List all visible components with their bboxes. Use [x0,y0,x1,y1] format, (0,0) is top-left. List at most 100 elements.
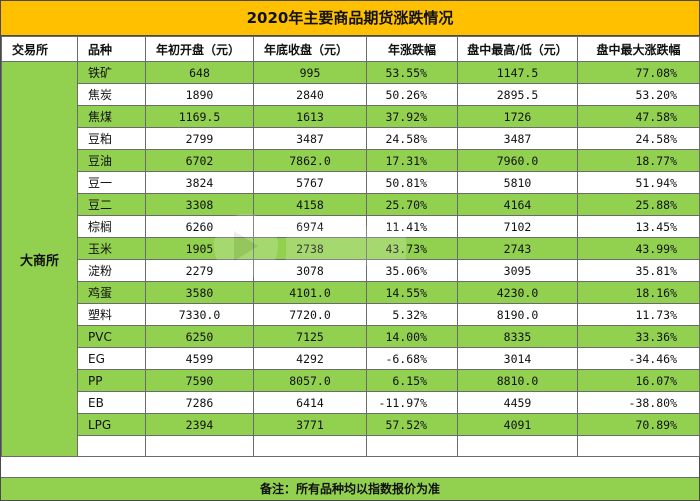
product-cell: 豆一 [77,171,146,194]
product-cell: 淀粉 [77,259,146,282]
close-price-cell: 6974 [253,215,367,238]
intraday-extreme-cell: 4230.0 [457,281,578,304]
table-row: 豆二 3308 4158 25.70% 4164 25.88% [2,193,700,216]
table-row: PP 7590 8057.0 6.15% 8810.0 16.07% [2,369,700,392]
product-cell: 塑料 [77,303,146,326]
blank-cell [77,435,146,457]
blank-cell [145,435,254,457]
annual-change-cell: 57.52% [366,413,458,436]
product-cell: 豆油 [77,149,146,172]
close-price-cell: 4101.0 [253,281,367,304]
open-price-cell: 1905 [145,237,254,260]
annual-change-cell: 53.55% [366,61,458,84]
product-cell: 鸡蛋 [77,281,146,304]
blank-cell [577,435,700,457]
max-change-cell: 47.58% [577,105,700,128]
close-price-cell: 5767 [253,171,367,194]
blank-row [2,435,700,457]
open-price-cell: 3824 [145,171,254,194]
open-price-cell: 7590 [145,369,254,392]
max-change-cell: 77.08% [577,61,700,84]
close-price-cell: 2738 [253,237,367,260]
open-price-cell: 1890 [145,83,254,106]
max-change-cell: 51.94% [577,171,700,194]
open-price-cell: 1169.5 [145,105,254,128]
intraday-extreme-cell: 4459 [457,391,578,414]
annual-change-cell: 50.26% [366,83,458,106]
close-price-cell: 6414 [253,391,367,414]
max-change-cell: 16.07% [577,369,700,392]
blank-cell [457,435,578,457]
table-row: 焦炭 1890 2840 50.26% 2895.5 53.20% [2,83,700,106]
header-extreme: 盘中最高/低（元） [457,36,578,62]
max-change-cell: 11.73% [577,303,700,326]
annual-change-cell: 24.58% [366,127,458,150]
close-price-cell: 7862.0 [253,149,367,172]
annual-change-cell: 37.92% [366,105,458,128]
close-price-cell: 3487 [253,127,367,150]
close-price-cell: 4158 [253,193,367,216]
close-price-cell: 8057.0 [253,369,367,392]
close-price-cell: 1613 [253,105,367,128]
table-row: EB 7286 6414 -11.97% 4459 -38.80% [2,391,700,414]
annual-change-cell: 43.73% [366,237,458,260]
intraday-extreme-cell: 4091 [457,413,578,436]
table-row: LPG 2394 3771 57.52% 4091 70.89% [2,413,700,436]
table-row: 鸡蛋 3580 4101.0 14.55% 4230.0 18.16% [2,281,700,304]
intraday-extreme-cell: 2743 [457,237,578,260]
max-change-cell: 33.36% [577,325,700,348]
product-cell: 棕榈 [77,215,146,238]
product-cell: 焦炭 [77,83,146,106]
annual-change-cell: 6.15% [366,369,458,392]
intraday-extreme-cell: 3095 [457,259,578,282]
max-change-cell: 18.16% [577,281,700,304]
intraday-extreme-cell: 3014 [457,347,578,370]
max-change-cell: 18.77% [577,149,700,172]
blank-cell [366,435,458,457]
open-price-cell: 6702 [145,149,254,172]
table-row: 玉米 1905 2738 43.73% 2743 43.99% [2,237,700,260]
product-cell: PVC [77,325,146,348]
max-change-cell: 53.20% [577,83,700,106]
blank-cell [253,435,367,457]
header-change: 年涨跌幅 [366,36,458,62]
intraday-extreme-cell: 8335 [457,325,578,348]
table-row: 焦煤 1169.5 1613 37.92% 1726 47.58% [2,105,700,128]
table-row: 豆油 6702 7862.0 17.31% 7960.0 18.77% [2,149,700,172]
open-price-cell: 6260 [145,215,254,238]
close-price-cell: 2840 [253,83,367,106]
header-product: 品种 [77,36,146,62]
close-price-cell: 4292 [253,347,367,370]
annual-change-cell: 14.55% [366,281,458,304]
close-price-cell: 7125 [253,325,367,348]
intraday-extreme-cell: 8190.0 [457,303,578,326]
table-row: 淀粉 2279 3078 35.06% 3095 35.81% [2,259,700,282]
max-change-cell: -38.80% [577,391,700,414]
exchange-cell: 大商所 [1,61,78,457]
product-cell: 铁矿 [77,61,146,84]
intraday-extreme-cell: 7102 [457,215,578,238]
close-price-cell: 3771 [253,413,367,436]
open-price-cell: 2799 [145,127,254,150]
product-cell: EG [77,347,146,370]
open-price-cell: 2394 [145,413,254,436]
product-cell: 豆粕 [77,127,146,150]
open-price-cell: 7286 [145,391,254,414]
max-change-cell: 35.81% [577,259,700,282]
close-price-cell: 3078 [253,259,367,282]
annual-change-cell: -6.68% [366,347,458,370]
table-row: 豆一 3824 5767 50.81% 5810 51.94% [2,171,700,194]
open-price-cell: 648 [145,61,254,84]
intraday-extreme-cell: 1147.5 [457,61,578,84]
intraday-extreme-cell: 3487 [457,127,578,150]
product-cell: EB [77,391,146,414]
annual-change-cell: 25.70% [366,193,458,216]
open-price-cell: 3308 [145,193,254,216]
annual-change-cell: 11.41% [366,215,458,238]
max-change-cell: 43.99% [577,237,700,260]
table-row: 豆粕 2799 3487 24.58% 3487 24.58% [2,127,700,150]
futures-table: 交易所 品种 年初开盘（元） 年底收盘（元） 年涨跌幅 盘中最高/低（元） 盘中… [1,36,700,457]
header-row: 交易所 品种 年初开盘（元） 年底收盘（元） 年涨跌幅 盘中最高/低（元） 盘中… [1,36,700,62]
close-price-cell: 995 [253,61,367,84]
